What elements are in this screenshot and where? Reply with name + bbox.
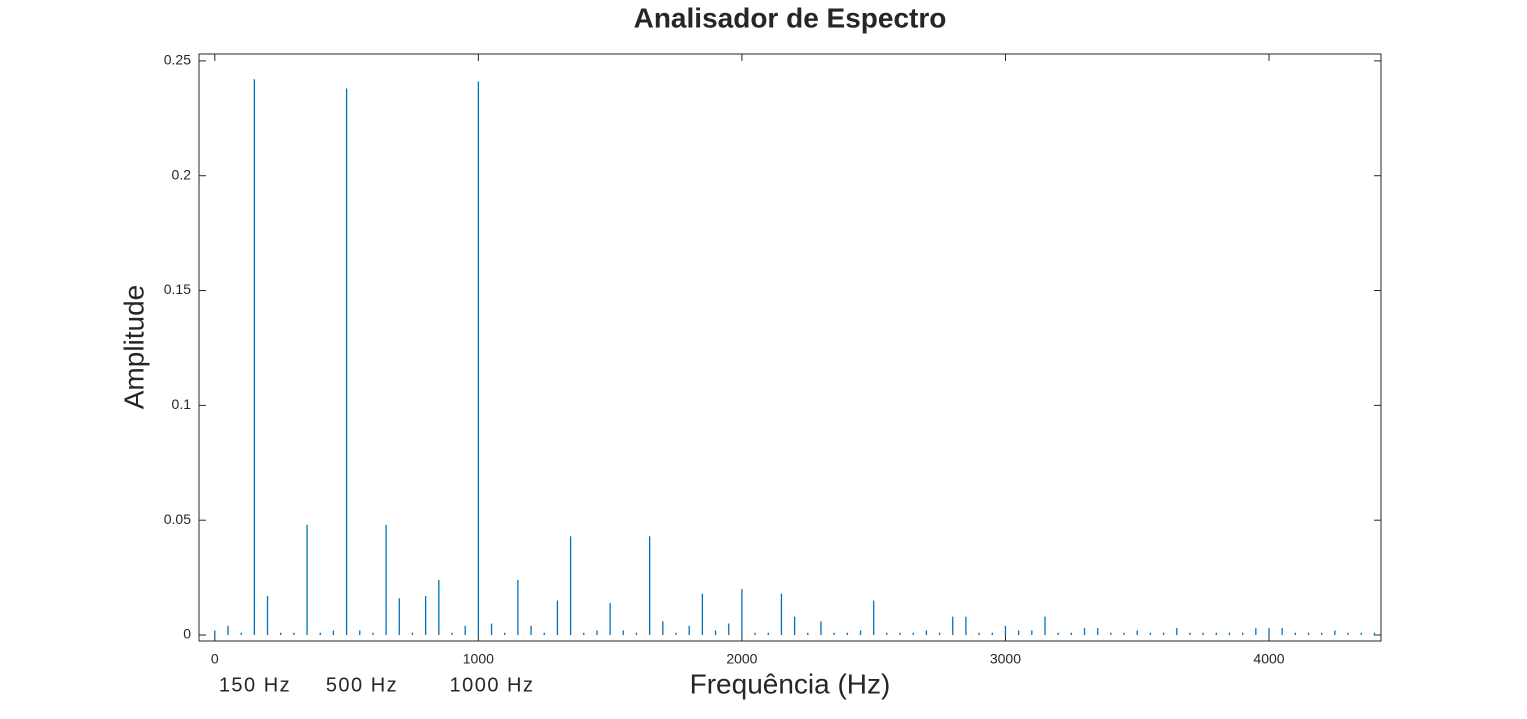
y-tick-label: 0.2: [172, 166, 192, 182]
x-tick-label: 3000: [990, 651, 1021, 667]
y-tick-label: 0: [183, 626, 191, 642]
chart-title: Analisador de Espectro: [634, 2, 947, 33]
x-tick-label: 2000: [726, 651, 757, 667]
x-tick-label: 1000: [463, 651, 494, 667]
x-tick-label: 0: [211, 651, 219, 667]
plot-frame: [198, 53, 1382, 642]
y-tick-label: 0.15: [164, 281, 191, 297]
x-tick-label: 4000: [1253, 651, 1284, 667]
annotation: 500 Hz: [326, 674, 398, 696]
annotation: 150 Hz: [219, 674, 291, 696]
annotation: 1000 Hz: [450, 674, 535, 696]
y-tick-label: 0.05: [164, 511, 191, 527]
x-axis-label: Frequência (Hz): [690, 668, 891, 699]
y-tick-label: 0.1: [172, 396, 192, 412]
y-tick-label: 0.25: [164, 52, 191, 68]
y-axis-label: Amplitude: [118, 285, 149, 410]
